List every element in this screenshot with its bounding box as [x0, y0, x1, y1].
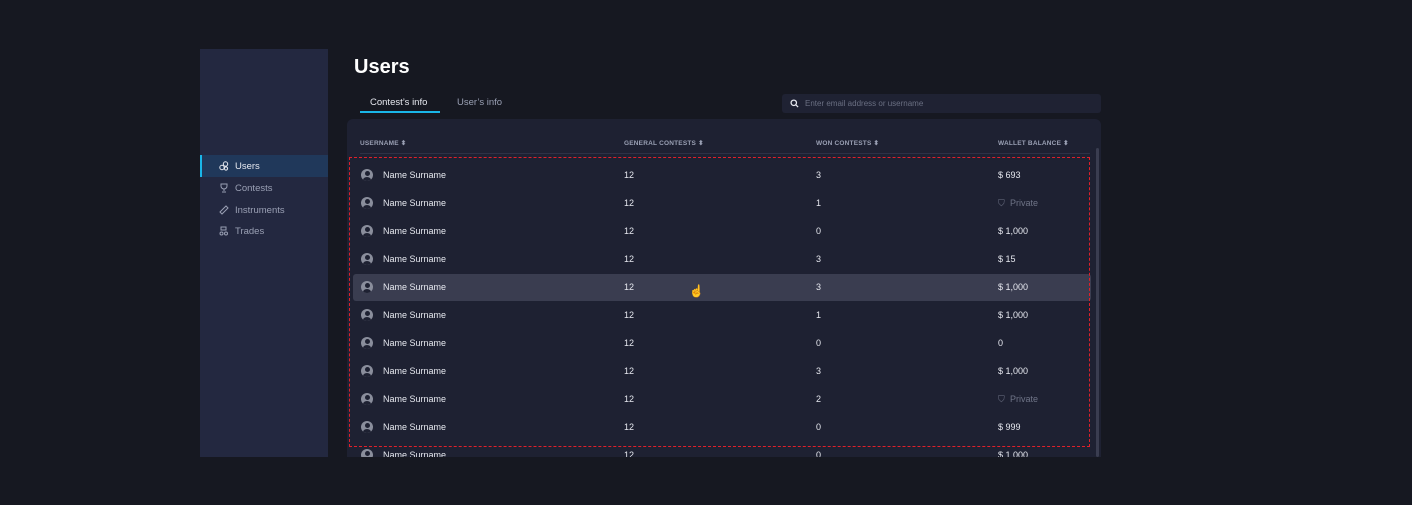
sidebar-item-label: Instruments [235, 204, 285, 216]
wallet-balance-cell: $ 15 [998, 254, 1016, 264]
username-cell: Name Surname [383, 338, 447, 348]
shield-icon: ⛉ [998, 394, 1005, 404]
wallet-balance-cell: $ 693 [998, 170, 1021, 180]
general-contests-cell: 12 [624, 310, 635, 320]
won-contests-cell: 1 [816, 310, 822, 320]
won-contests-cell: 3 [816, 282, 822, 292]
table-row[interactable]: Name Surname 12 0 $ 999 [353, 414, 1091, 441]
table-row[interactable]: Name Surname 12 0 $ 1,000 [353, 218, 1091, 245]
wallet-balance-cell: Private [1010, 394, 1039, 404]
table-row[interactable]: Name Surname 12 3 $ 693 [353, 162, 1091, 189]
avatar-icon [361, 253, 373, 265]
sidebar: Users Contests Instruments Trades [200, 49, 328, 457]
general-contests-cell: 12 [624, 254, 635, 264]
wallet-balance-cell: $ 1,000 [998, 310, 1029, 320]
avatar-icon [361, 169, 373, 181]
trades-icon [219, 226, 228, 236]
column-header-general-contests[interactable]: GENERAL CONTESTS ⬍ [624, 140, 704, 147]
users-icon [219, 161, 229, 171]
active-tab-indicator [360, 111, 440, 113]
won-contests-cell: 0 [816, 338, 822, 348]
general-contests-cell: 12 [624, 282, 635, 292]
page-title: Users [354, 56, 410, 78]
avatar-icon [361, 197, 373, 209]
username-cell: Name Surname [383, 394, 447, 404]
avatar-icon [361, 449, 373, 457]
table-row[interactable]: Name Surname 12 3 $ 1,000 [353, 358, 1091, 385]
search-box [782, 94, 1101, 113]
table-row[interactable]: Name Surname 12 2 ⛉ Private [353, 386, 1091, 413]
sidebar-item-contests[interactable]: Contests [200, 177, 328, 199]
shield-icon: ⛉ [998, 198, 1005, 208]
won-contests-cell: 0 [816, 450, 822, 457]
avatar-icon [361, 421, 373, 433]
won-contests-cell: 1 [816, 198, 822, 208]
sidebar-item-instruments[interactable]: Instruments [200, 199, 328, 221]
general-contests-cell: 12 [624, 366, 635, 376]
sidebar-item-label: Contests [235, 182, 273, 194]
scrollbar[interactable] [1096, 148, 1099, 457]
hand-cursor-icon: ☝ [689, 284, 704, 298]
wallet-balance-cell: $ 1,000 [998, 282, 1029, 292]
header-divider [360, 153, 1090, 154]
sidebar-item-label: Trades [235, 225, 265, 237]
general-contests-cell: 12 [624, 394, 635, 404]
general-contests-cell: 12 [624, 226, 635, 236]
won-contests-cell: 0 [816, 226, 822, 236]
table-row[interactable]: Name Surname 12 1 $ 1,000 [353, 302, 1091, 329]
table-row[interactable]: Name Surname 12 0 0 [353, 330, 1091, 357]
wallet-balance-cell: $ 1,000 [998, 366, 1029, 376]
avatar-icon [361, 337, 373, 349]
column-header-username[interactable]: USERNAME ⬍ [360, 140, 407, 147]
wallet-balance-cell: $ 1,000 [998, 226, 1029, 236]
general-contests-cell: 12 [624, 338, 635, 348]
search-icon [790, 99, 799, 108]
username-cell: Name Surname [383, 422, 447, 432]
username-cell: Name Surname [383, 254, 447, 264]
table-row[interactable]: Name Surname 12 1 ⛉ Private [353, 190, 1091, 217]
search-input[interactable] [805, 99, 1085, 108]
won-contests-cell: 2 [816, 394, 822, 404]
tab-users-info[interactable]: User’s info [457, 97, 503, 108]
column-header-wallet-balance[interactable]: WALLET BALANCE ⬍ [998, 140, 1069, 147]
column-header-won-contests[interactable]: WON CONTESTS ⬍ [816, 140, 880, 147]
users-table: USERNAME ⬍ GENERAL CONTESTS ⬍ WON CONTES… [347, 119, 1101, 457]
table-row[interactable]: Name Surname 12 0 $ 1,000 [353, 442, 1091, 457]
avatar-icon [361, 281, 373, 293]
avatar-icon [361, 393, 373, 405]
username-cell: Name Surname [383, 366, 447, 376]
sidebar-item-users[interactable]: Users [200, 155, 328, 177]
wallet-balance-cell: 0 [998, 338, 1004, 348]
won-contests-cell: 3 [816, 170, 822, 180]
username-cell: Name Surname [383, 170, 447, 180]
selection-outline [349, 157, 1090, 447]
username-cell: Name Surname [383, 198, 447, 208]
table-row[interactable]: Name Surname 12 3 $ 1,000 [353, 274, 1091, 301]
username-cell: Name Surname [383, 450, 447, 457]
general-contests-cell: 12 [624, 422, 635, 432]
wallet-balance-cell: $ 999 [998, 422, 1021, 432]
avatar-icon [361, 365, 373, 377]
general-contests-cell: 12 [624, 450, 635, 457]
trophy-icon [220, 183, 228, 193]
sidebar-item-trades[interactable]: Trades [200, 220, 328, 242]
won-contests-cell: 3 [816, 366, 822, 376]
avatar-icon [361, 225, 373, 237]
sidebar-item-label: Users [235, 160, 260, 172]
won-contests-cell: 0 [816, 422, 822, 432]
username-cell: Name Surname [383, 226, 447, 236]
ruler-icon [219, 205, 229, 215]
avatar-icon [361, 309, 373, 321]
general-contests-cell: 12 [624, 170, 635, 180]
tab-contests-info[interactable]: Contest’s info [370, 97, 428, 108]
wallet-balance-cell: $ 1,000 [998, 450, 1029, 457]
table-row[interactable]: Name Surname 12 3 $ 15 [353, 246, 1091, 273]
wallet-balance-cell: Private [1010, 198, 1039, 208]
won-contests-cell: 3 [816, 254, 822, 264]
general-contests-cell: 12 [624, 198, 635, 208]
username-cell: Name Surname [383, 310, 447, 320]
username-cell: Name Surname [383, 282, 447, 292]
